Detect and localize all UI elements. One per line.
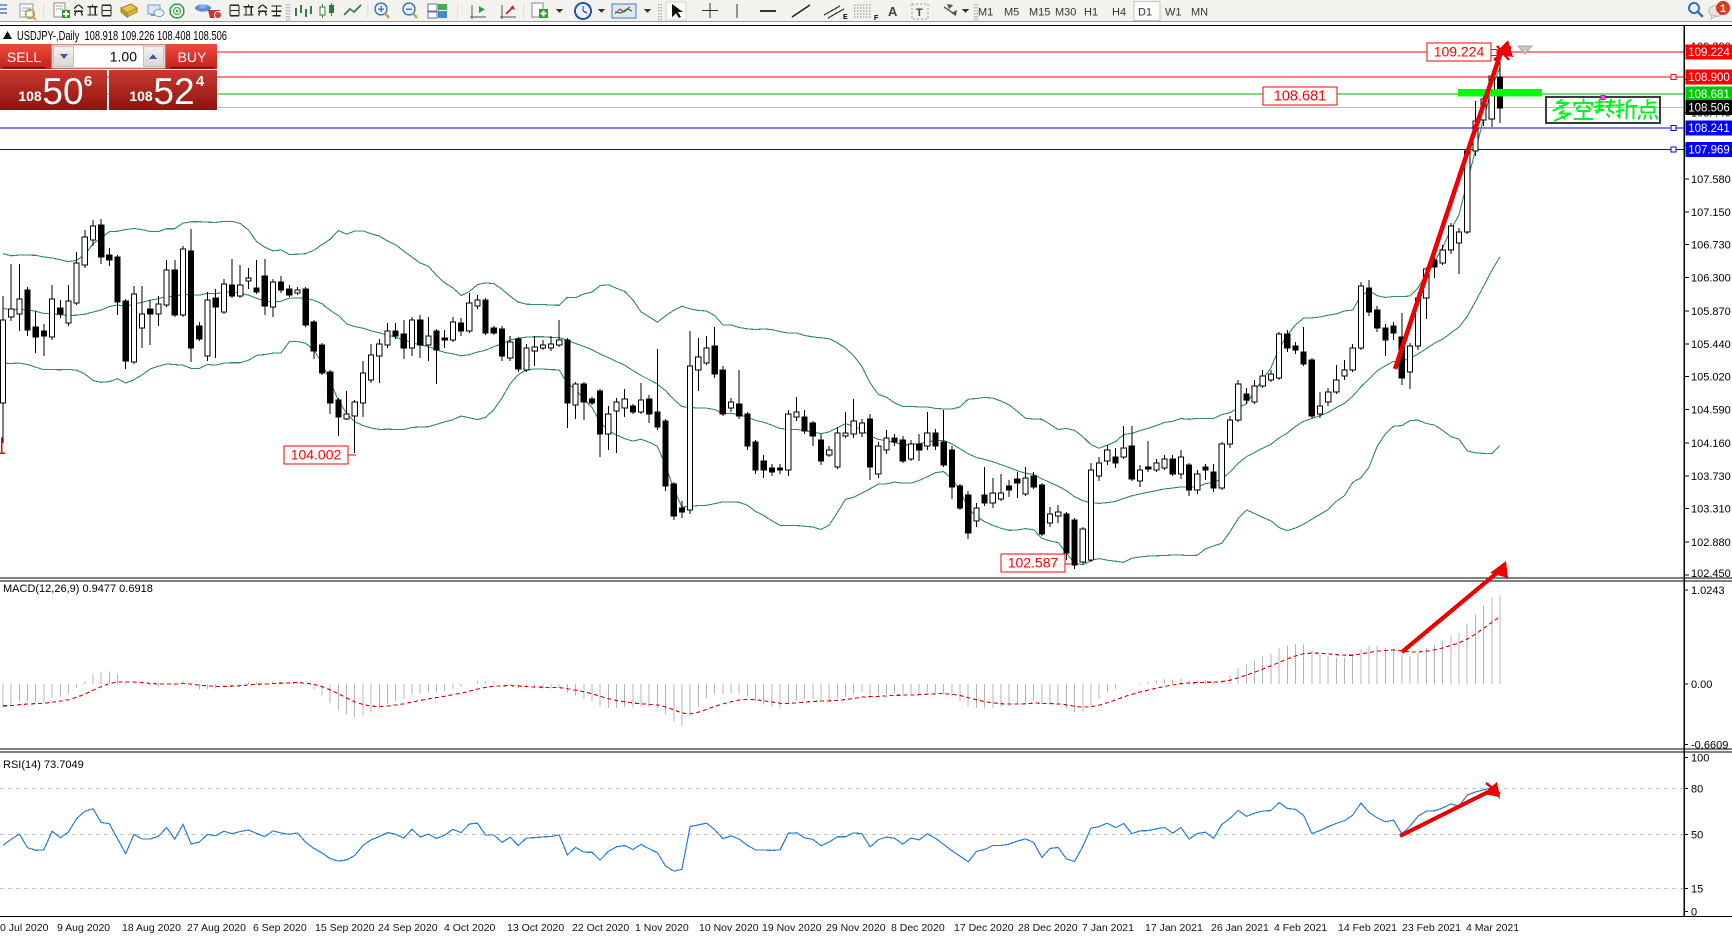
svg-text:22 Oct 2020: 22 Oct 2020 — [572, 922, 629, 934]
svg-text:104.590: 104.590 — [1691, 405, 1731, 417]
svg-text:108.681: 108.681 — [1688, 89, 1730, 101]
svg-text:109.224: 109.224 — [1688, 47, 1730, 59]
svg-text:-0.6609: -0.6609 — [1691, 740, 1728, 752]
svg-text:100: 100 — [1691, 753, 1709, 765]
svg-text:24 Sep 2020: 24 Sep 2020 — [378, 922, 438, 934]
svg-text:M30: M30 — [1055, 7, 1076, 19]
svg-text:1.00: 1.00 — [110, 49, 137, 65]
svg-text:F: F — [874, 15, 879, 22]
svg-text:H4: H4 — [1112, 7, 1126, 19]
svg-text:M1: M1 — [978, 7, 993, 19]
svg-text:103.730: 103.730 — [1691, 471, 1731, 483]
svg-text:6 Sep 2020: 6 Sep 2020 — [253, 922, 307, 934]
svg-text:9 Aug 2020: 9 Aug 2020 — [57, 922, 110, 934]
svg-text:107.969: 107.969 — [1688, 145, 1730, 157]
svg-text:MN: MN — [1191, 7, 1208, 19]
svg-text:26 Jan 2021: 26 Jan 2021 — [1211, 922, 1269, 934]
svg-text:103.310: 103.310 — [1691, 504, 1731, 516]
svg-text:H1: H1 — [1084, 7, 1098, 19]
svg-text:MACD(12,26,9) 0.9477 0.6918: MACD(12,26,9) 0.9477 0.6918 — [3, 583, 153, 595]
svg-text:19 Nov 2020: 19 Nov 2020 — [762, 922, 822, 934]
svg-text:BUY: BUY — [178, 49, 207, 65]
svg-text:102.587: 102.587 — [1008, 555, 1059, 571]
svg-text:1 Nov 2020: 1 Nov 2020 — [635, 922, 689, 934]
svg-text:50: 50 — [42, 71, 83, 112]
svg-text:108.241: 108.241 — [1688, 123, 1730, 135]
svg-text:17 Jan 2021: 17 Jan 2021 — [1145, 922, 1203, 934]
svg-text:29 Nov 2020: 29 Nov 2020 — [826, 922, 886, 934]
svg-text:6: 6 — [84, 73, 92, 90]
svg-text:14 Feb 2021: 14 Feb 2021 — [1338, 922, 1397, 934]
svg-text:RSI(14) 73.7049: RSI(14) 73.7049 — [3, 759, 84, 771]
svg-text:17 Dec 2020: 17 Dec 2020 — [954, 922, 1014, 934]
svg-text:W1: W1 — [1165, 7, 1182, 19]
svg-text:A: A — [888, 4, 898, 19]
svg-text:0 Jul 2020: 0 Jul 2020 — [0, 922, 49, 934]
svg-text:10 Nov 2020: 10 Nov 2020 — [699, 922, 759, 934]
svg-text:15 Sep 2020: 15 Sep 2020 — [315, 922, 375, 934]
svg-text:15: 15 — [1691, 883, 1703, 895]
svg-text:27 Aug 2020: 27 Aug 2020 — [187, 922, 246, 934]
svg-text:105.870: 105.870 — [1691, 306, 1731, 318]
svg-text:52: 52 — [153, 71, 194, 112]
svg-text:28 Dec 2020: 28 Dec 2020 — [1018, 922, 1078, 934]
svg-text:USDJPY-,Daily 108.918 109.226: USDJPY-,Daily 108.918 109.226 108.408 10… — [17, 29, 227, 43]
svg-text:T: T — [916, 7, 923, 19]
svg-text:109.224: 109.224 — [1434, 44, 1485, 60]
svg-text:23 Feb 2021: 23 Feb 2021 — [1402, 922, 1461, 934]
svg-text:102.450: 102.450 — [1691, 568, 1731, 580]
svg-text:108: 108 — [18, 88, 42, 104]
svg-text:107.150: 107.150 — [1691, 207, 1731, 219]
svg-text:1.0243: 1.0243 — [1691, 585, 1725, 597]
svg-text:M15: M15 — [1029, 7, 1050, 19]
svg-text:4 Mar 2021: 4 Mar 2021 — [1466, 922, 1519, 934]
svg-text:104.002: 104.002 — [291, 447, 342, 463]
svg-text:106.300: 106.300 — [1691, 273, 1731, 285]
svg-text:SELL: SELL — [7, 49, 41, 65]
svg-text:105.440: 105.440 — [1691, 339, 1731, 351]
svg-text:108: 108 — [129, 88, 153, 104]
svg-text:4: 4 — [196, 73, 205, 90]
svg-text:4 Feb 2021: 4 Feb 2021 — [1274, 922, 1327, 934]
svg-text:M5: M5 — [1004, 7, 1019, 19]
svg-text:7 Jan 2021: 7 Jan 2021 — [1082, 922, 1134, 934]
svg-text:1: 1 — [1720, 3, 1726, 15]
svg-text:D1: D1 — [1138, 7, 1152, 19]
svg-text:13 Oct 2020: 13 Oct 2020 — [507, 922, 564, 934]
svg-text:4 Oct 2020: 4 Oct 2020 — [444, 922, 496, 934]
svg-text:18 Aug 2020: 18 Aug 2020 — [122, 922, 181, 934]
svg-text:108.506: 108.506 — [1688, 103, 1730, 115]
svg-text:8 Dec 2020: 8 Dec 2020 — [891, 922, 945, 934]
svg-text:108.900: 108.900 — [1688, 72, 1730, 84]
svg-text:0.00: 0.00 — [1691, 679, 1712, 691]
svg-text:80: 80 — [1691, 783, 1703, 795]
svg-text:108.681: 108.681 — [1274, 89, 1326, 105]
svg-text:107.580: 107.580 — [1691, 174, 1731, 186]
svg-text:106.730: 106.730 — [1691, 240, 1731, 252]
svg-text:E: E — [843, 14, 848, 21]
svg-text:50: 50 — [1691, 830, 1703, 842]
svg-text:102.880: 102.880 — [1691, 537, 1731, 549]
svg-text:104.160: 104.160 — [1691, 438, 1731, 450]
svg-text:105.020: 105.020 — [1691, 372, 1731, 384]
svg-text:0: 0 — [1691, 907, 1697, 919]
